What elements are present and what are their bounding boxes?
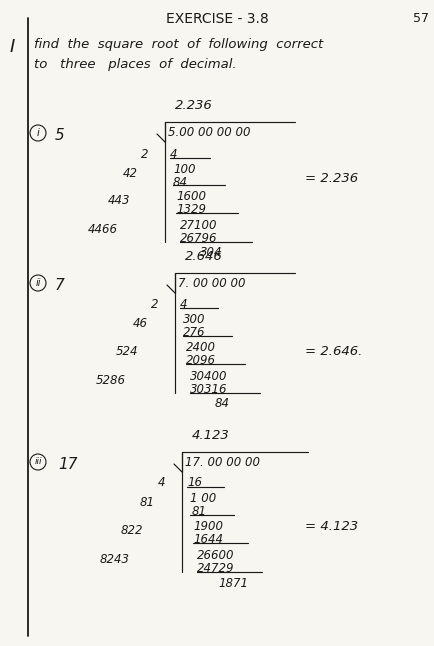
Text: 84: 84 (173, 176, 187, 189)
Text: 5: 5 (55, 128, 65, 143)
Text: 2400: 2400 (186, 341, 216, 354)
Text: 276: 276 (183, 326, 205, 339)
Text: 822: 822 (120, 524, 143, 537)
Text: iii: iii (34, 457, 42, 466)
Text: 7: 7 (55, 278, 65, 293)
Text: 26796: 26796 (180, 232, 217, 245)
Text: 57: 57 (412, 12, 428, 25)
Text: 1644: 1644 (193, 533, 223, 546)
Text: 81: 81 (191, 505, 207, 518)
Text: 1871: 1871 (217, 577, 247, 590)
Text: 4: 4 (157, 476, 164, 489)
Text: 2.236: 2.236 (174, 99, 212, 112)
Text: EXERCISE - 3.8: EXERCISE - 3.8 (165, 12, 268, 26)
Text: 81: 81 (140, 496, 155, 509)
Text: 84: 84 (214, 397, 230, 410)
Text: 2: 2 (140, 148, 148, 161)
Text: 4: 4 (170, 148, 177, 161)
Text: 4: 4 (180, 298, 187, 311)
Text: = 4.123: = 4.123 (304, 520, 357, 533)
Text: 4466: 4466 (88, 223, 118, 236)
Text: 7. 00 00 00: 7. 00 00 00 (178, 277, 245, 290)
Text: 24729: 24729 (197, 562, 234, 575)
Text: find  the  square  root  of  following  correct: find the square root of following correc… (34, 38, 322, 51)
Text: 2: 2 (150, 298, 158, 311)
Text: 17: 17 (58, 457, 77, 472)
Text: 443: 443 (107, 194, 130, 207)
Text: 2096: 2096 (186, 354, 216, 367)
Text: 26600: 26600 (197, 549, 234, 562)
Text: 30316: 30316 (190, 383, 227, 396)
Text: i: i (36, 128, 39, 138)
Text: ii: ii (35, 278, 41, 288)
Text: to   three   places  of  decimal.: to three places of decimal. (34, 58, 236, 71)
Text: 304: 304 (200, 246, 222, 259)
Text: 27100: 27100 (180, 219, 217, 232)
Text: 16: 16 (187, 476, 201, 489)
Text: 524: 524 (115, 345, 138, 358)
Text: 46: 46 (133, 317, 148, 330)
Text: 30400: 30400 (190, 370, 227, 383)
Text: = 2.236: = 2.236 (304, 172, 357, 185)
Text: 8243: 8243 (100, 553, 130, 566)
Text: 5286: 5286 (96, 374, 126, 387)
Text: 4.123: 4.123 (191, 429, 229, 442)
Text: 100: 100 (173, 163, 195, 176)
Text: 1900: 1900 (193, 520, 223, 533)
Text: = 2.646.: = 2.646. (304, 345, 362, 358)
Text: 17. 00 00 00: 17. 00 00 00 (184, 456, 260, 469)
Text: 5.00 00 00 00: 5.00 00 00 00 (168, 126, 250, 139)
Text: 2.646: 2.646 (184, 250, 222, 263)
Text: I: I (10, 38, 15, 56)
Text: 1600: 1600 (176, 190, 206, 203)
Text: 1329: 1329 (176, 203, 206, 216)
Text: 300: 300 (183, 313, 205, 326)
Text: 42: 42 (123, 167, 138, 180)
Text: 1 00: 1 00 (190, 492, 216, 505)
